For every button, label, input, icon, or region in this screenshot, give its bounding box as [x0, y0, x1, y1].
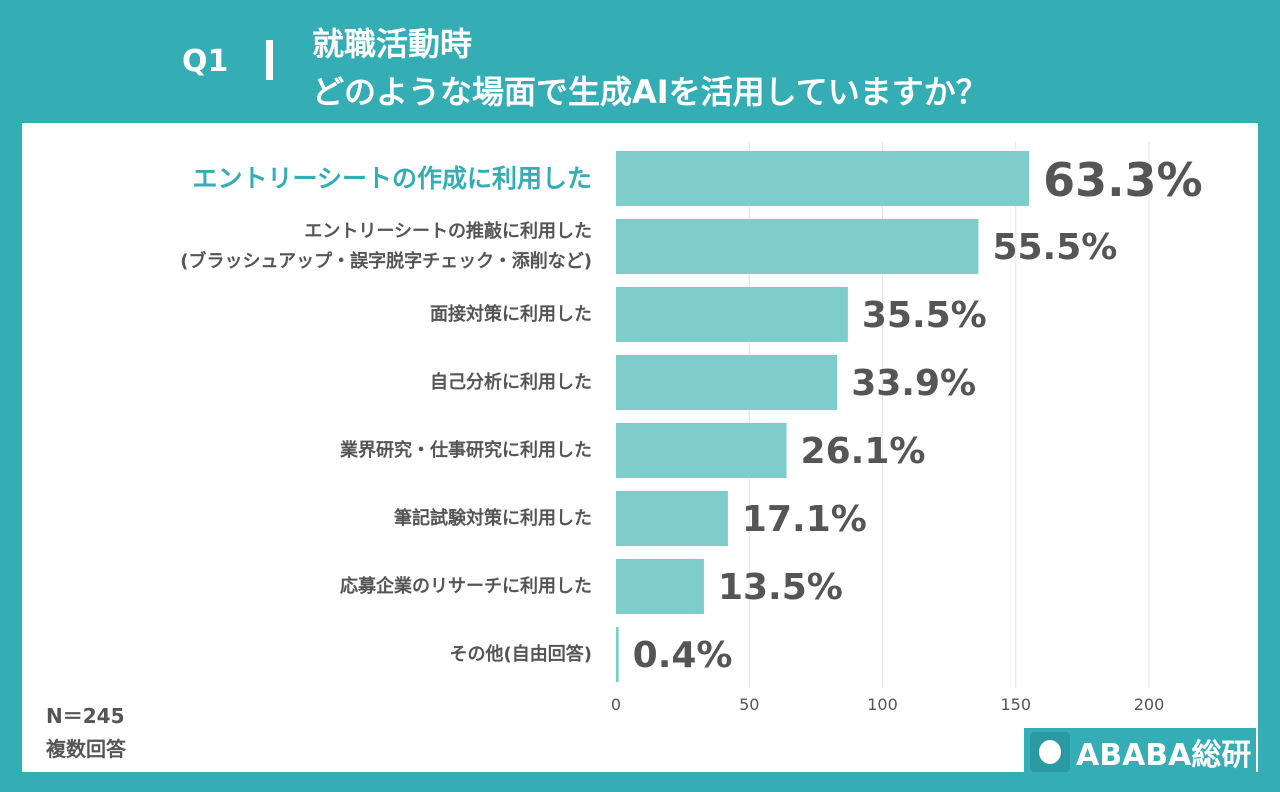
data-label: 33.9%: [851, 363, 976, 404]
answer-type: 複数回答: [46, 737, 126, 761]
x-tick-label: 150: [1000, 695, 1031, 714]
data-label: 55.5%: [992, 227, 1117, 268]
title-line-2: どのような場面で生成AIを活用していますか？: [312, 73, 988, 111]
category-label: その他(自由回答): [450, 643, 592, 665]
x-tick-label: 200: [1134, 695, 1165, 714]
data-label: 0.4%: [633, 635, 733, 676]
category-label: エントリーシートの推敲に利用した: [304, 220, 592, 242]
category-label: 面接対策に利用した: [430, 303, 592, 325]
logo-text: ABABA総研: [1076, 738, 1252, 773]
logo: ABABA総研: [1024, 728, 1256, 776]
data-label: 13.5%: [718, 567, 843, 608]
category-label: エントリーシートの作成に利用した: [192, 164, 592, 193]
data-label: 17.1%: [742, 499, 867, 540]
category-label: 応募企業のリサーチに利用した: [340, 575, 592, 597]
chart-title: 就職活動時 どのような場面で生成AIを活用していますか？: [312, 20, 988, 116]
title-line-1: 就職活動時: [312, 25, 473, 63]
bar: [616, 559, 704, 614]
bar: [616, 627, 619, 682]
category-label: 業界研究・仕事研究に利用した: [339, 439, 592, 461]
bar: [616, 151, 1030, 206]
data-label: 63.3%: [1043, 153, 1203, 207]
bar: [616, 287, 848, 342]
bar: [616, 491, 728, 546]
category-label: (ブラッシュアップ・誤字脱字チェック・添削など): [180, 250, 592, 272]
alpaca-logo-icon: [1030, 732, 1070, 772]
bar: [616, 355, 838, 410]
x-tick-label: 50: [739, 695, 759, 714]
data-label: 35.5%: [862, 295, 987, 336]
x-tick-label: 100: [867, 695, 898, 714]
category-label: 筆記試験対策に利用した: [394, 507, 592, 529]
bar: [616, 219, 979, 274]
data-label: 26.1%: [801, 431, 926, 472]
category-label: 自己分析に利用した: [430, 371, 592, 393]
x-tick-label: 0: [611, 695, 621, 714]
separator: [266, 40, 273, 80]
sample-size: N＝245: [46, 704, 125, 728]
bar: [616, 423, 787, 478]
question-number: Q1: [182, 44, 229, 79]
